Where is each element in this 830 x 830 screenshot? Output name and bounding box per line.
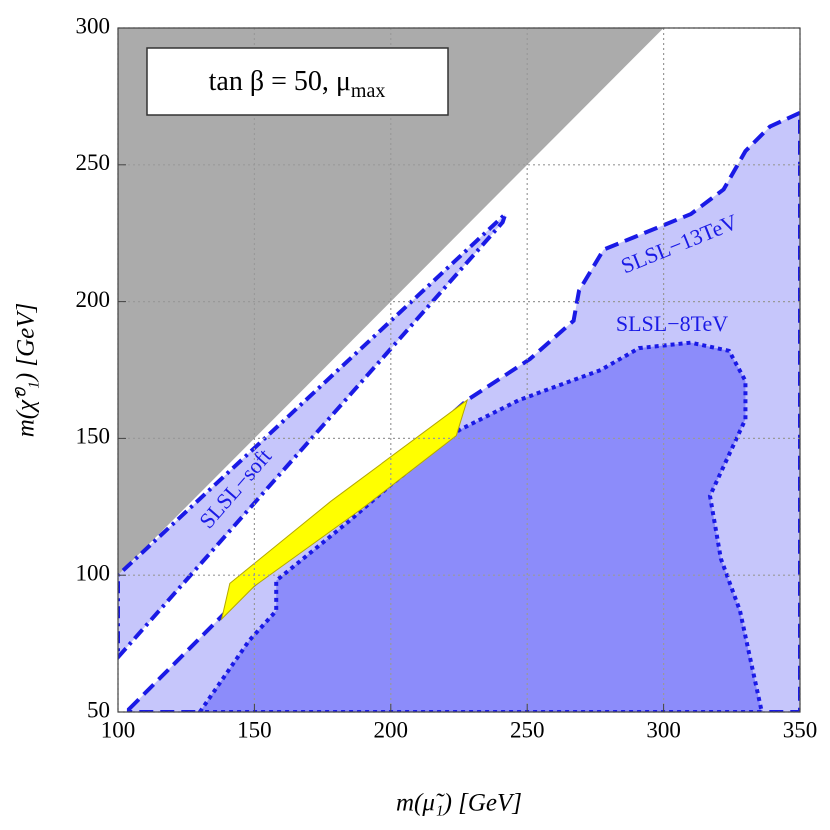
y-tick-label: 300: [76, 13, 111, 38]
y-tick-label: 200: [76, 287, 111, 312]
region: [220, 398, 469, 621]
y-tick-label: 150: [76, 424, 111, 449]
box-label: tan β = 50, μmax: [209, 66, 386, 101]
plot-frame: [117, 27, 801, 713]
box-label-main: tan β = 50, μ: [209, 66, 351, 97]
box-label-sub: max: [351, 80, 385, 102]
y-tick-label: 100: [76, 560, 111, 585]
x-tick-label: 100: [101, 717, 136, 742]
label-box: [146, 47, 449, 116]
x-tick-label: 300: [646, 717, 681, 742]
x-axis-title: m(μ̃₁) [GeV]: [396, 790, 522, 817]
x-tick-label: 200: [374, 717, 409, 742]
y-axis-title: m(χ̃⁰₁) [GeV]: [13, 303, 40, 438]
x-tick-label: 250: [510, 717, 545, 742]
y-tick-label: 250: [76, 150, 111, 175]
region: [197, 340, 764, 712]
y-tick-label: 50: [87, 697, 110, 722]
x-tick-label: 150: [237, 717, 272, 742]
plot-area: [118, 28, 800, 712]
x-tick-label: 350: [783, 717, 818, 742]
region-label: SLSL−8TeV: [616, 311, 728, 336]
region: [118, 212, 508, 661]
